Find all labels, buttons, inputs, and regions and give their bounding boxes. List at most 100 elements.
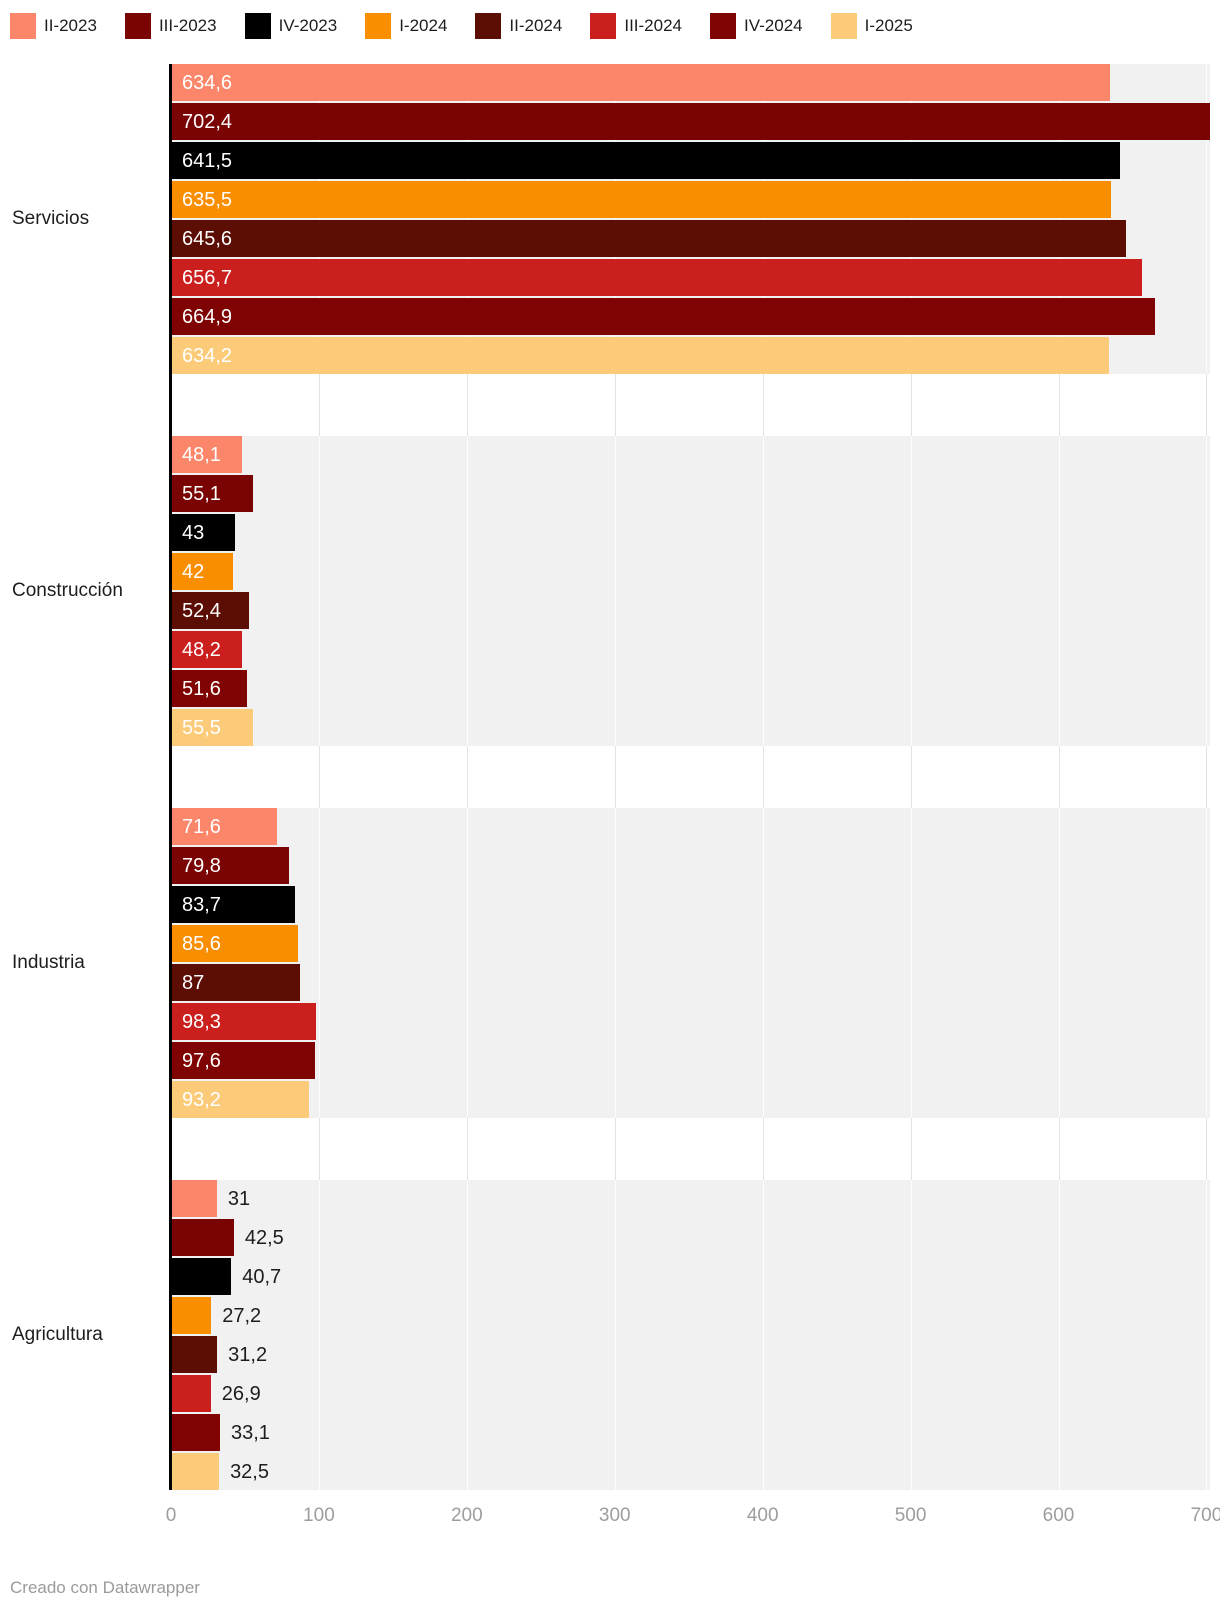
bar — [171, 337, 1110, 374]
gridline — [762, 1180, 764, 1490]
bar — [171, 298, 1155, 335]
gridline — [910, 1180, 912, 1490]
bar-value-label: 87 — [182, 971, 205, 994]
gridline — [1206, 808, 1208, 1118]
bar — [171, 964, 300, 1001]
gridline — [614, 64, 616, 1490]
gridline — [1206, 1180, 1208, 1490]
x-axis-tick-label: 300 — [598, 1505, 631, 1526]
gridline — [318, 64, 320, 1490]
gridline — [762, 808, 764, 1118]
legend-item: IV-2023 — [244, 13, 338, 39]
gridline — [762, 64, 764, 374]
legend-item-label: I-2025 — [864, 16, 913, 35]
gridline — [466, 64, 468, 374]
bar — [171, 847, 290, 884]
legend-swatch — [475, 13, 502, 39]
bar — [171, 1219, 234, 1256]
bar-value-label: 55,5 — [182, 716, 221, 739]
bar — [171, 1042, 316, 1079]
legend-item-label: IV-2023 — [278, 16, 338, 35]
bar — [171, 220, 1126, 257]
bar-value-label: 79,8 — [182, 854, 221, 877]
bar — [171, 808, 277, 845]
x-axis-tick-label: 400 — [746, 1505, 779, 1526]
legend-swatch — [244, 13, 271, 39]
bar-value-label: 40,7 — [242, 1265, 282, 1288]
bar — [171, 514, 235, 551]
gridline — [466, 808, 468, 1118]
legend-swatch — [710, 13, 736, 39]
gridline — [910, 64, 912, 1490]
legend-item: I-2025 — [830, 13, 913, 39]
gridline — [1058, 64, 1060, 1490]
gridline — [318, 808, 320, 1118]
gridline — [762, 64, 764, 1490]
bar-value-label: 43 — [182, 521, 205, 544]
bar-value-label: 26,9 — [221, 1382, 261, 1405]
gridline — [1058, 436, 1060, 746]
bar — [171, 142, 1120, 179]
bar — [171, 1258, 232, 1295]
bar-value-label: 97,6 — [182, 1049, 221, 1072]
category-label: Agricultura — [12, 1324, 103, 1345]
bar — [171, 436, 243, 473]
bar — [171, 1414, 220, 1451]
gridline — [318, 1180, 320, 1490]
legend-item: III-2023 — [124, 13, 217, 39]
bar-value-label: 33,1 — [230, 1421, 270, 1444]
x-axis-tick-label: 700 — [1190, 1505, 1220, 1526]
legend-swatch — [10, 13, 36, 39]
bar-value-label: 32,5 — [230, 1460, 269, 1483]
bar — [171, 886, 295, 923]
bar-value-label: 634,2 — [182, 344, 233, 367]
bar-value-label: 71,6 — [182, 815, 221, 838]
category-label: Construcción — [12, 580, 123, 601]
category-band — [171, 808, 1210, 1118]
bar — [171, 670, 248, 707]
legend-item-label: II-2024 — [509, 16, 563, 35]
legend-item-label: II-2023 — [44, 16, 97, 35]
bar-value-label: 42,5 — [244, 1226, 284, 1249]
category-band — [171, 436, 1210, 746]
credit-line: Creado con Datawrapper — [10, 1578, 200, 1597]
legend-item-label: III-2023 — [158, 16, 217, 35]
legend-swatch — [124, 13, 151, 39]
bar — [171, 1180, 217, 1217]
legend-item: III-2024 — [590, 13, 682, 39]
bar — [171, 1297, 212, 1334]
legend-item: II-2024 — [475, 13, 562, 39]
bar — [171, 631, 243, 668]
x-axis-tick-label: 200 — [450, 1505, 483, 1526]
bar-value-label: 645,6 — [182, 227, 233, 250]
gridline — [466, 1180, 468, 1490]
bar-value-label: 55,1 — [182, 482, 221, 505]
bar-value-label: 31 — [227, 1187, 251, 1210]
gridline — [1058, 808, 1060, 1118]
legend-item: I-2024 — [365, 13, 447, 39]
bar — [171, 475, 253, 512]
bar — [171, 103, 1210, 140]
bar-value-label: 31,2 — [228, 1343, 268, 1366]
x-axis-tick-label: 100 — [303, 1505, 335, 1526]
bar-value-label: 52,4 — [182, 599, 221, 622]
legend-swatch — [590, 13, 617, 39]
gridline — [318, 436, 320, 746]
gridline — [910, 808, 912, 1118]
bar — [171, 1336, 218, 1373]
bar-value-label: 664,9 — [182, 305, 233, 328]
bar-value-label: 656,7 — [182, 266, 233, 289]
gridline — [614, 808, 616, 1118]
gridline — [1206, 64, 1208, 1490]
gridline — [318, 64, 320, 374]
bar — [171, 553, 234, 590]
gridline — [910, 64, 912, 374]
bar-value-label: 85,6 — [182, 932, 221, 955]
bar-value-label: 98,3 — [182, 1010, 221, 1033]
bar-value-label: 42 — [182, 560, 205, 583]
legend-swatch — [830, 13, 857, 39]
category-label: Servicios — [12, 208, 90, 229]
gridline — [466, 64, 468, 1490]
